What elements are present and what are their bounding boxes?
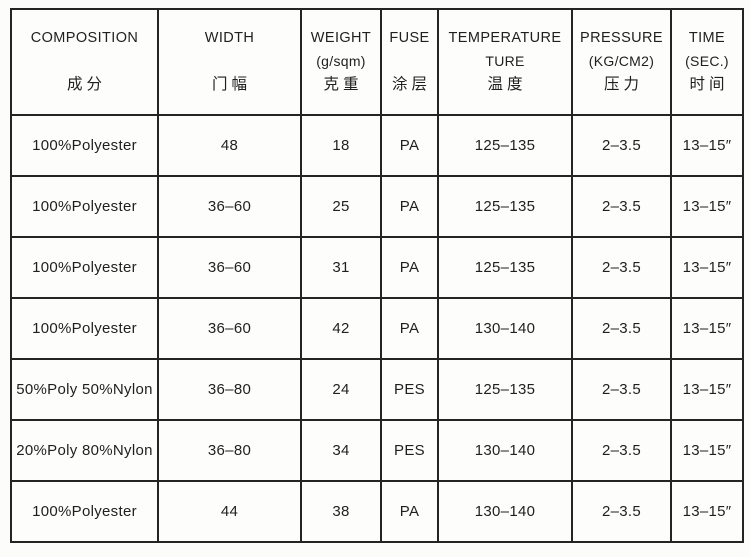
table-header: COMPOSITION 成分 WIDTH 门幅 WEIGHT (g/sqm) 克…	[10, 8, 744, 116]
column-header-unit-label: TURE	[485, 53, 525, 69]
table-cell: 44	[157, 480, 302, 543]
table-cell: 100%Polyester	[10, 480, 159, 543]
table-body: 100%Polyester 48 18 PA 125–135 2–3.5 13–15″ 100…	[10, 114, 744, 543]
table-cell: 36–80	[157, 419, 302, 482]
table-cell: PA	[380, 236, 439, 299]
table-cell: 18	[300, 114, 382, 177]
table-cell: 42	[300, 297, 382, 360]
table-cell: 13–15″	[670, 358, 744, 421]
table-cell: 13–15″	[670, 175, 744, 238]
table-cell: 100%Polyester	[10, 175, 159, 238]
table-cell: 125–135	[437, 114, 573, 177]
column-header-chinese-label: 门幅	[211, 76, 251, 93]
table-cell: 130–140	[437, 480, 573, 543]
column-header-english-label: TIME	[688, 30, 726, 46]
table-cell: 20%Poly 80%Nylon	[10, 419, 159, 482]
table-cell: 100%Polyester	[10, 114, 159, 177]
table-row: 50%Poly 50%Nylon 36–80 24 PES 125–135 2–3.5 13…	[10, 358, 744, 421]
table-cell: 130–140	[437, 419, 573, 482]
table-cell: 2–3.5	[571, 358, 672, 421]
column-header-unit-label	[384, 50, 435, 73]
column-header-english-label: WIDTH	[204, 30, 255, 46]
table-cell: 34	[300, 419, 382, 482]
table-cell: 13–15″	[670, 114, 744, 177]
table-cell: 13–15″	[670, 419, 744, 482]
table-cell: 13–15″	[670, 297, 744, 360]
column-header-english-label: FUSE	[389, 30, 430, 46]
table-cell: 36–60	[157, 175, 302, 238]
table-cell: PA	[380, 297, 439, 360]
column-header-english-label: PRESSURE	[580, 30, 663, 46]
column-header-english-label: TEMPERATURE	[448, 30, 562, 46]
table-cell: 2–3.5	[571, 419, 672, 482]
table-row: 100%Polyester 44 38 PA 130–140 2–3.5 13–15″	[10, 480, 744, 543]
table-cell: 2–3.5	[571, 297, 672, 360]
column-header-english-label: WEIGHT	[310, 30, 372, 46]
table-header-row: COMPOSITION 成分 WIDTH 门幅 WEIGHT (g/sqm) 克…	[10, 8, 744, 116]
table-row: 100%Polyester 48 18 PA 125–135 2–3.5 13–15″	[10, 114, 744, 177]
table-row: 100%Polyester 36–60 42 PA 130–140 2–3.5 13–15″	[10, 297, 744, 360]
column-header: WEIGHT (g/sqm) 克重	[300, 8, 382, 116]
table-cell: 13–15″	[670, 480, 744, 543]
table-cell: PA	[380, 114, 439, 177]
table-cell: PA	[380, 480, 439, 543]
table-cell: 36–80	[157, 358, 302, 421]
table-cell: 2–3.5	[571, 236, 672, 299]
table-cell: 2–3.5	[571, 480, 672, 543]
table-cell: 24	[300, 358, 382, 421]
table-row: 100%Polyester 36–60 31 PA 125–135 2–3.5 13–15″	[10, 236, 744, 299]
table-row: 20%Poly 80%Nylon 36–80 34 PES 130–140 2–3.5 13…	[10, 419, 744, 482]
column-header-chinese-label: 压力	[603, 76, 643, 93]
table-cell: 125–135	[437, 175, 573, 238]
table-cell: PES	[380, 419, 439, 482]
column-header-chinese-label: 时间	[689, 76, 729, 93]
table-cell: 2–3.5	[571, 114, 672, 177]
table-cell: 48	[157, 114, 302, 177]
table-cell: 125–135	[437, 358, 573, 421]
column-header-unit-label: (g/sqm)	[316, 53, 366, 69]
column-header-english-label: COMPOSITION	[30, 30, 139, 46]
column-header-unit-label: (SEC.)	[685, 53, 729, 69]
table-cell: 13–15″	[670, 236, 744, 299]
column-header-unit-label	[161, 50, 298, 73]
table-cell: PA	[380, 175, 439, 238]
column-header-chinese-label: 成分	[66, 76, 106, 93]
column-header: COMPOSITION 成分	[10, 8, 159, 116]
table-cell: 31	[300, 236, 382, 299]
table-cell: 38	[300, 480, 382, 543]
column-header: FUSE 涂层	[380, 8, 439, 116]
column-header-chinese-label: 温度	[487, 76, 527, 93]
column-header-chinese-label: 涂层	[391, 76, 431, 93]
table-cell: 130–140	[437, 297, 573, 360]
column-header-unit-label	[14, 50, 155, 73]
column-header: WIDTH 门幅	[157, 8, 302, 116]
column-header: PRESSURE (KG/CM2) 压力	[571, 8, 672, 116]
column-header: TEMPERATURE TURE 温度	[437, 8, 573, 116]
table-cell: 125–135	[437, 236, 573, 299]
fabric-spec-table: COMPOSITION 成分 WIDTH 门幅 WEIGHT (g/sqm) 克…	[10, 8, 744, 543]
table-cell: 2–3.5	[571, 175, 672, 238]
table-cell: 100%Polyester	[10, 297, 159, 360]
column-header-chinese-label: 克重	[323, 76, 363, 93]
table-cell: 25	[300, 175, 382, 238]
table-row: 100%Polyester 36–60 25 PA 125–135 2–3.5 13–15″	[10, 175, 744, 238]
column-header-unit-label: (KG/CM2)	[588, 53, 655, 69]
table-cell: 50%Poly 50%Nylon	[10, 358, 159, 421]
table-cell: 36–60	[157, 236, 302, 299]
column-header: TIME (SEC.) 时间	[670, 8, 744, 116]
table-cell: 36–60	[157, 297, 302, 360]
table-cell: PES	[380, 358, 439, 421]
table-cell: 100%Polyester	[10, 236, 159, 299]
